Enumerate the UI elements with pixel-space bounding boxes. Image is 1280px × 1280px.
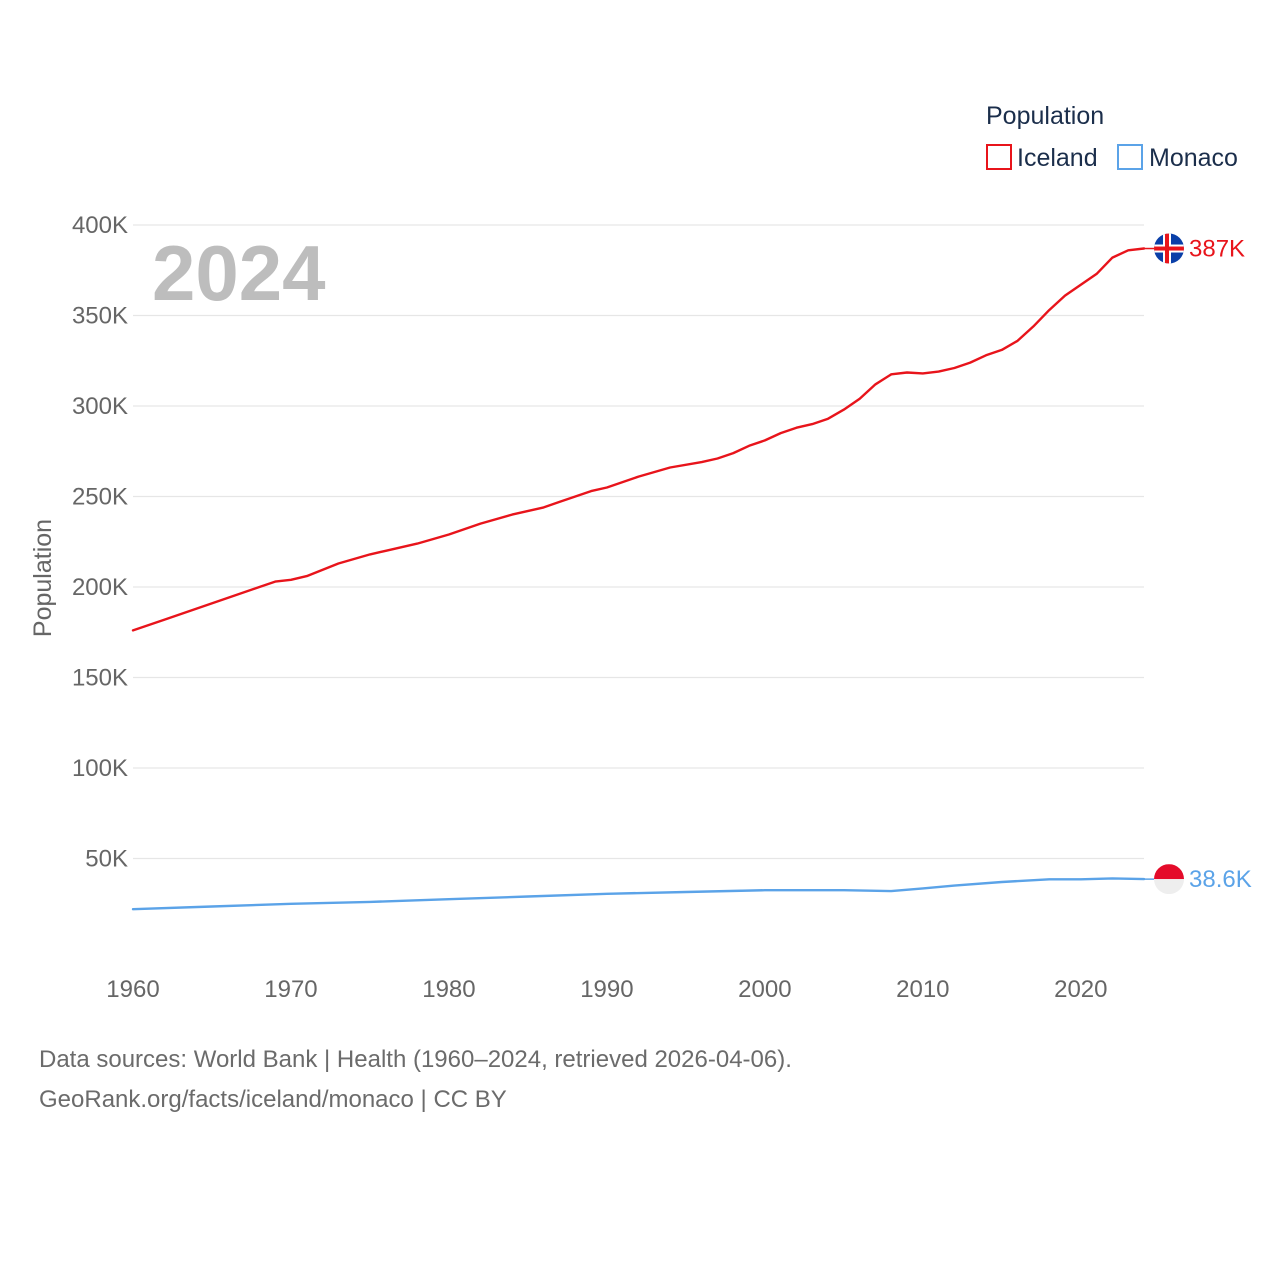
end-markers: 387K 38.6K [1144, 233, 1252, 895]
series-lines [131, 247, 1146, 911]
x-tick-label: 2000 [738, 976, 791, 1003]
legend-swatch-iceland [986, 144, 1012, 170]
series-line-monaco [131, 877, 1146, 911]
y-tick-label: 250K [72, 484, 128, 511]
credit-note: GeoRank.org/facts/iceland/monaco | CC BY [39, 1086, 507, 1113]
x-axis-ticks: 1960 1970 1980 1990 2000 2010 2020 [106, 976, 1107, 1003]
legend-item-iceland[interactable]: Iceland [986, 144, 1098, 172]
x-tick-label: 2010 [896, 976, 949, 1003]
end-value-label-monaco: 38.6K [1189, 866, 1252, 893]
x-tick-label: 1960 [106, 976, 159, 1003]
iceland-flag-icon [1154, 233, 1184, 264]
monaco-flag-icon [1154, 864, 1184, 895]
y-tick-label: 400K [72, 212, 128, 239]
x-tick-label: 1980 [422, 976, 475, 1003]
legend-title: Population [986, 102, 1104, 130]
y-tick-label: 50K [85, 846, 128, 873]
series-line-iceland [131, 247, 1146, 632]
legend-swatch-monaco [1117, 144, 1143, 170]
y-tick-label: 100K [72, 755, 128, 782]
x-tick-label: 1990 [580, 976, 633, 1003]
year-label: 2024 [152, 229, 326, 317]
y-axis-ticks: 50K 100K 150K 200K 250K 300K 350K 400K [72, 212, 128, 873]
legend-label-iceland: Iceland [1017, 144, 1098, 172]
x-tick-label: 1970 [264, 976, 317, 1003]
legend-item-monaco[interactable]: Monaco [1117, 144, 1238, 172]
end-value-label-iceland: 387K [1189, 236, 1245, 263]
gridlines [133, 224, 1144, 860]
y-axis-label: Population [29, 519, 57, 637]
y-tick-label: 300K [72, 393, 128, 420]
y-tick-label: 200K [72, 574, 128, 601]
y-tick-label: 150K [72, 665, 128, 692]
x-tick-label: 2020 [1054, 976, 1107, 1003]
source-note: Data sources: World Bank | Health (1960–… [39, 1046, 792, 1073]
population-chart: 50K 100K 150K 200K 250K 300K 350K 400K 1960 1970… [29, 102, 1252, 1003]
y-tick-label: 350K [72, 303, 128, 330]
legend-label-monaco: Monaco [1149, 144, 1238, 172]
